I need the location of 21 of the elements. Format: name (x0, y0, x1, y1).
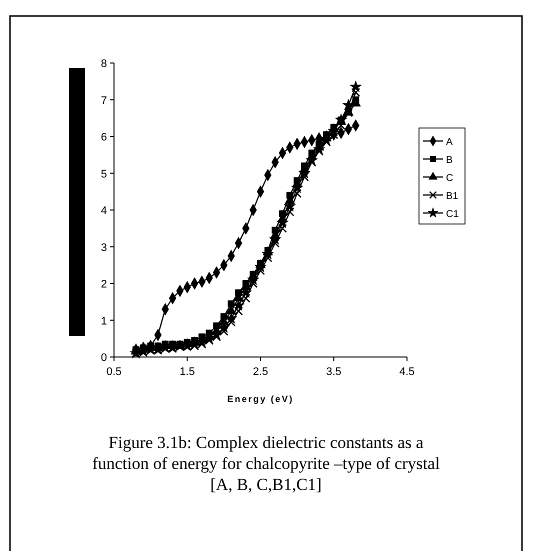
x-tick-label: 1.5 (180, 366, 195, 378)
y-tick-label: 6 (100, 132, 107, 144)
x-tick-label: 0.5 (106, 366, 122, 378)
x-axis-title: Energy (eV) (227, 394, 294, 404)
x-tick-label: 3.5 (326, 366, 342, 378)
legend-label: B (446, 155, 453, 166)
legend-label: C (446, 173, 454, 184)
y-tick-label: 4 (100, 205, 107, 217)
y-tick-label: 2 (100, 278, 107, 290)
y-tick-label: 7 (100, 94, 107, 107)
legend-label: A (446, 137, 453, 148)
legend-label: C1 (446, 209, 460, 220)
y-tick-label: 3 (100, 242, 107, 254)
caption: Figure 3.1b: Complex dielectric constants as a function of energy for chalcopyrite –type of crystal [A, B, C,B1,C1] (92, 433, 440, 494)
y-tick-label: 8 (100, 58, 107, 70)
y-tick-label: 0 (100, 352, 107, 364)
legend-label: B1 (446, 191, 459, 202)
y-tick-label: 5 (100, 168, 107, 180)
x-tick-label: 2.5 (252, 366, 268, 378)
x-tick-label: 4.5 (399, 366, 415, 378)
y-tick-label: 1 (100, 315, 107, 328)
